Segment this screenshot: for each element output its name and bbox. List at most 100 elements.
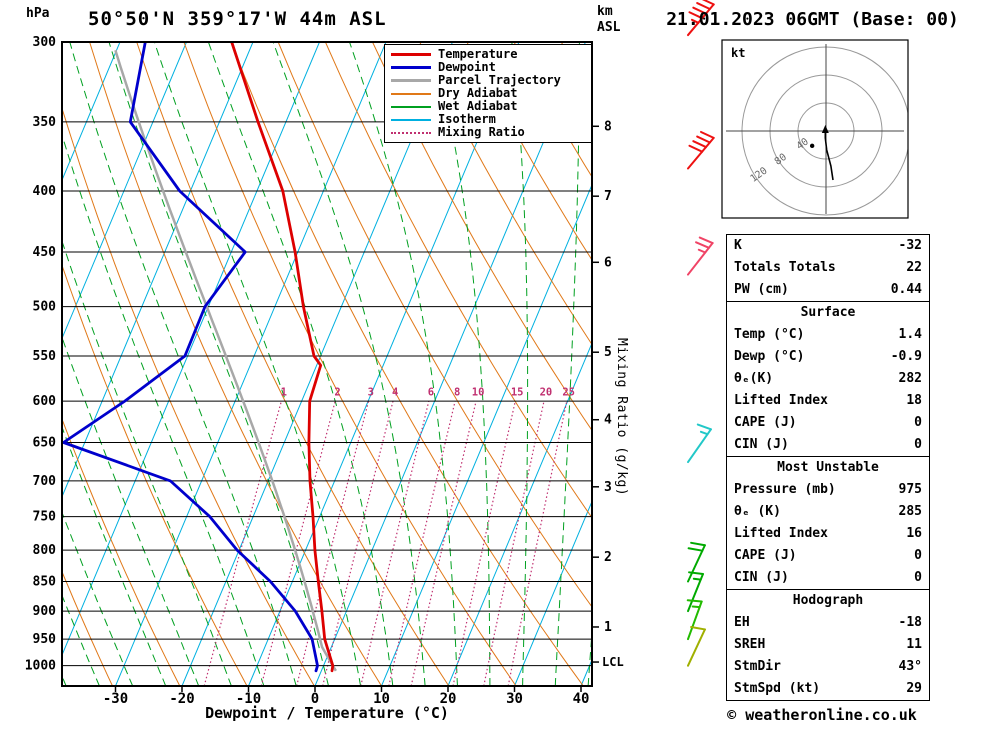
wind-barb: [687, 236, 714, 276]
indices-value: 0: [914, 548, 922, 563]
hodograph-frame: [721, 39, 909, 219]
indices-row: K -32: [727, 235, 929, 257]
wind-barb: [687, 423, 712, 464]
indices-value: 0.44: [890, 282, 922, 297]
indices-label: Lifted Index: [734, 526, 828, 541]
legend: Temperature Dewpoint Parcel Trajectory Dry …: [384, 44, 592, 143]
temperature-tick-label: 0: [311, 691, 319, 707]
indices-row: Temp (°C) 1.4: [727, 324, 929, 346]
indices-section: Most Unstable Pressure (mb) 975 θₑ (K) 285 Li…: [726, 456, 930, 590]
indices-label: EH: [734, 615, 750, 630]
temperature-axis-label: Dewpoint / Temperature (°C): [205, 704, 449, 722]
indices-value: 282: [898, 371, 922, 386]
mixing-ratio-value-label: 15: [511, 386, 524, 398]
altitude-tick-label: 4: [604, 413, 612, 428]
pressure-tick-label: 800: [33, 543, 57, 558]
pressure-tick-label: 850: [33, 574, 57, 589]
pressure-tick-label: 1000: [25, 659, 56, 674]
wet-adiabat-lines: [62, 42, 592, 686]
indices-row: Lifted Index 16: [727, 523, 929, 545]
wind-barbs: [686, 0, 715, 667]
temperature-tick-label: -30: [103, 691, 128, 707]
temperature-axis-ticks: -30 -20 -10 0 10 20 30 40: [103, 686, 590, 707]
pressure-tick-label: 500: [33, 300, 57, 315]
indices-value: -0.9: [890, 349, 922, 364]
legend-item-label: Wet Adiabat: [438, 99, 518, 113]
indices-label: Dewp (°C): [734, 349, 805, 364]
isotherm-lines: [62, 42, 592, 686]
indices-value: 29: [906, 681, 922, 696]
pressure-tick-label: 700: [33, 474, 57, 489]
mixing-ratio-value-label: 10: [472, 386, 485, 398]
legend-item: Mixing Ratio: [391, 126, 585, 139]
indices-row: Totals Totals 22: [727, 257, 929, 279]
indices-section: K -32 Totals Totals 22 PW (cm) 0.44: [726, 234, 930, 302]
indices-value: 22: [906, 260, 922, 275]
pressure-tick-label: 550: [33, 349, 57, 364]
indices-row: Dewp (°C) -0.9: [727, 346, 929, 368]
legend-item: Dewpoint: [391, 61, 585, 74]
indices-row: CIN (J) 0: [727, 434, 929, 456]
station-title: 50°50'N 359°17'W 44m ASL: [88, 8, 387, 30]
temperature-tick-label: -20: [169, 691, 194, 707]
pressure-axis-unit: hPa: [26, 6, 50, 21]
legend-item: Isotherm: [391, 113, 585, 126]
indices-value: -32: [898, 238, 922, 253]
indices-row: StmSpd (kt) 29: [727, 678, 929, 700]
altitude-tick-label: 7: [604, 189, 612, 204]
plot-frame: [61, 41, 593, 687]
altitude-tick-label: 3: [604, 480, 612, 495]
hodograph-unit-label: kt: [731, 46, 746, 60]
mixing-ratio-value-label: 3: [368, 386, 374, 398]
mixing-ratio-value-label: 25: [562, 386, 575, 398]
indices-section: Surface Temp (°C) 1.4 Dewp (°C) -0.9 θₑ(K) 282…: [726, 301, 930, 457]
indices-label: Pressure (mb): [734, 482, 836, 497]
indices-row: PW (cm) 0.44: [727, 279, 929, 301]
altitude-tick-label: 5: [604, 345, 612, 360]
indices-value: 11: [906, 637, 922, 652]
indices-label: CAPE (J): [734, 548, 797, 563]
indices-row: Pressure (mb) 975: [727, 479, 929, 501]
indices-row: CAPE (J) 0: [727, 545, 929, 567]
km-unit-label: km: [597, 4, 613, 19]
indices-row: θₑ (K) 285: [727, 501, 929, 523]
legend-item: Dry Adiabat: [391, 87, 585, 100]
temperature-curve: [230, 42, 335, 673]
pressure-tick-label: 900: [33, 604, 57, 619]
indices-label: K: [734, 238, 742, 253]
indices-row: SREH 11: [727, 634, 929, 656]
indices-label: PW (cm): [734, 282, 789, 297]
indices-value: 975: [898, 482, 922, 497]
wind-barb: [687, 571, 704, 613]
indices-value: 285: [898, 504, 922, 519]
lcl-label: LCL: [602, 655, 624, 669]
wind-barb: [687, 130, 715, 170]
run-datetime: 21.01.2023 06GMT (Base: 00): [666, 9, 959, 30]
temperature-tick-label: 40: [573, 691, 590, 707]
asl-unit-label: ASL: [597, 20, 621, 35]
indices-row: CAPE (J) 0: [727, 412, 929, 434]
legend-line-sample: [391, 105, 431, 108]
indices-value: 0: [914, 570, 922, 585]
legend-item-label: Mixing Ratio: [438, 125, 525, 139]
mixing-ratio-value-label: 1: [281, 386, 287, 398]
indices-value: 18: [906, 393, 922, 408]
mixing-ratio-value-label: 6: [428, 386, 434, 398]
temperature-tick-label: 10: [373, 691, 390, 707]
indices-row: CIN (J) 0: [727, 567, 929, 589]
dewpoint-curve: [62, 42, 319, 673]
mixing-ratio-value-label: 8: [454, 386, 460, 398]
indices-label: CAPE (J): [734, 415, 797, 430]
mixing-ratio-axis-label: Mixing Ratio (g/kg): [614, 338, 629, 497]
mixing-ratio-value-label: 2: [334, 386, 340, 398]
indices-section-header: Most Unstable: [777, 460, 879, 475]
temperature-tick-label: 20: [440, 691, 457, 707]
indices-value: 43°: [898, 659, 922, 674]
indices-value: -18: [898, 615, 922, 630]
indices-value: 0: [914, 415, 922, 430]
copyright: © weatheronline.co.uk: [727, 706, 917, 724]
indices-label: θₑ (K): [734, 504, 781, 519]
